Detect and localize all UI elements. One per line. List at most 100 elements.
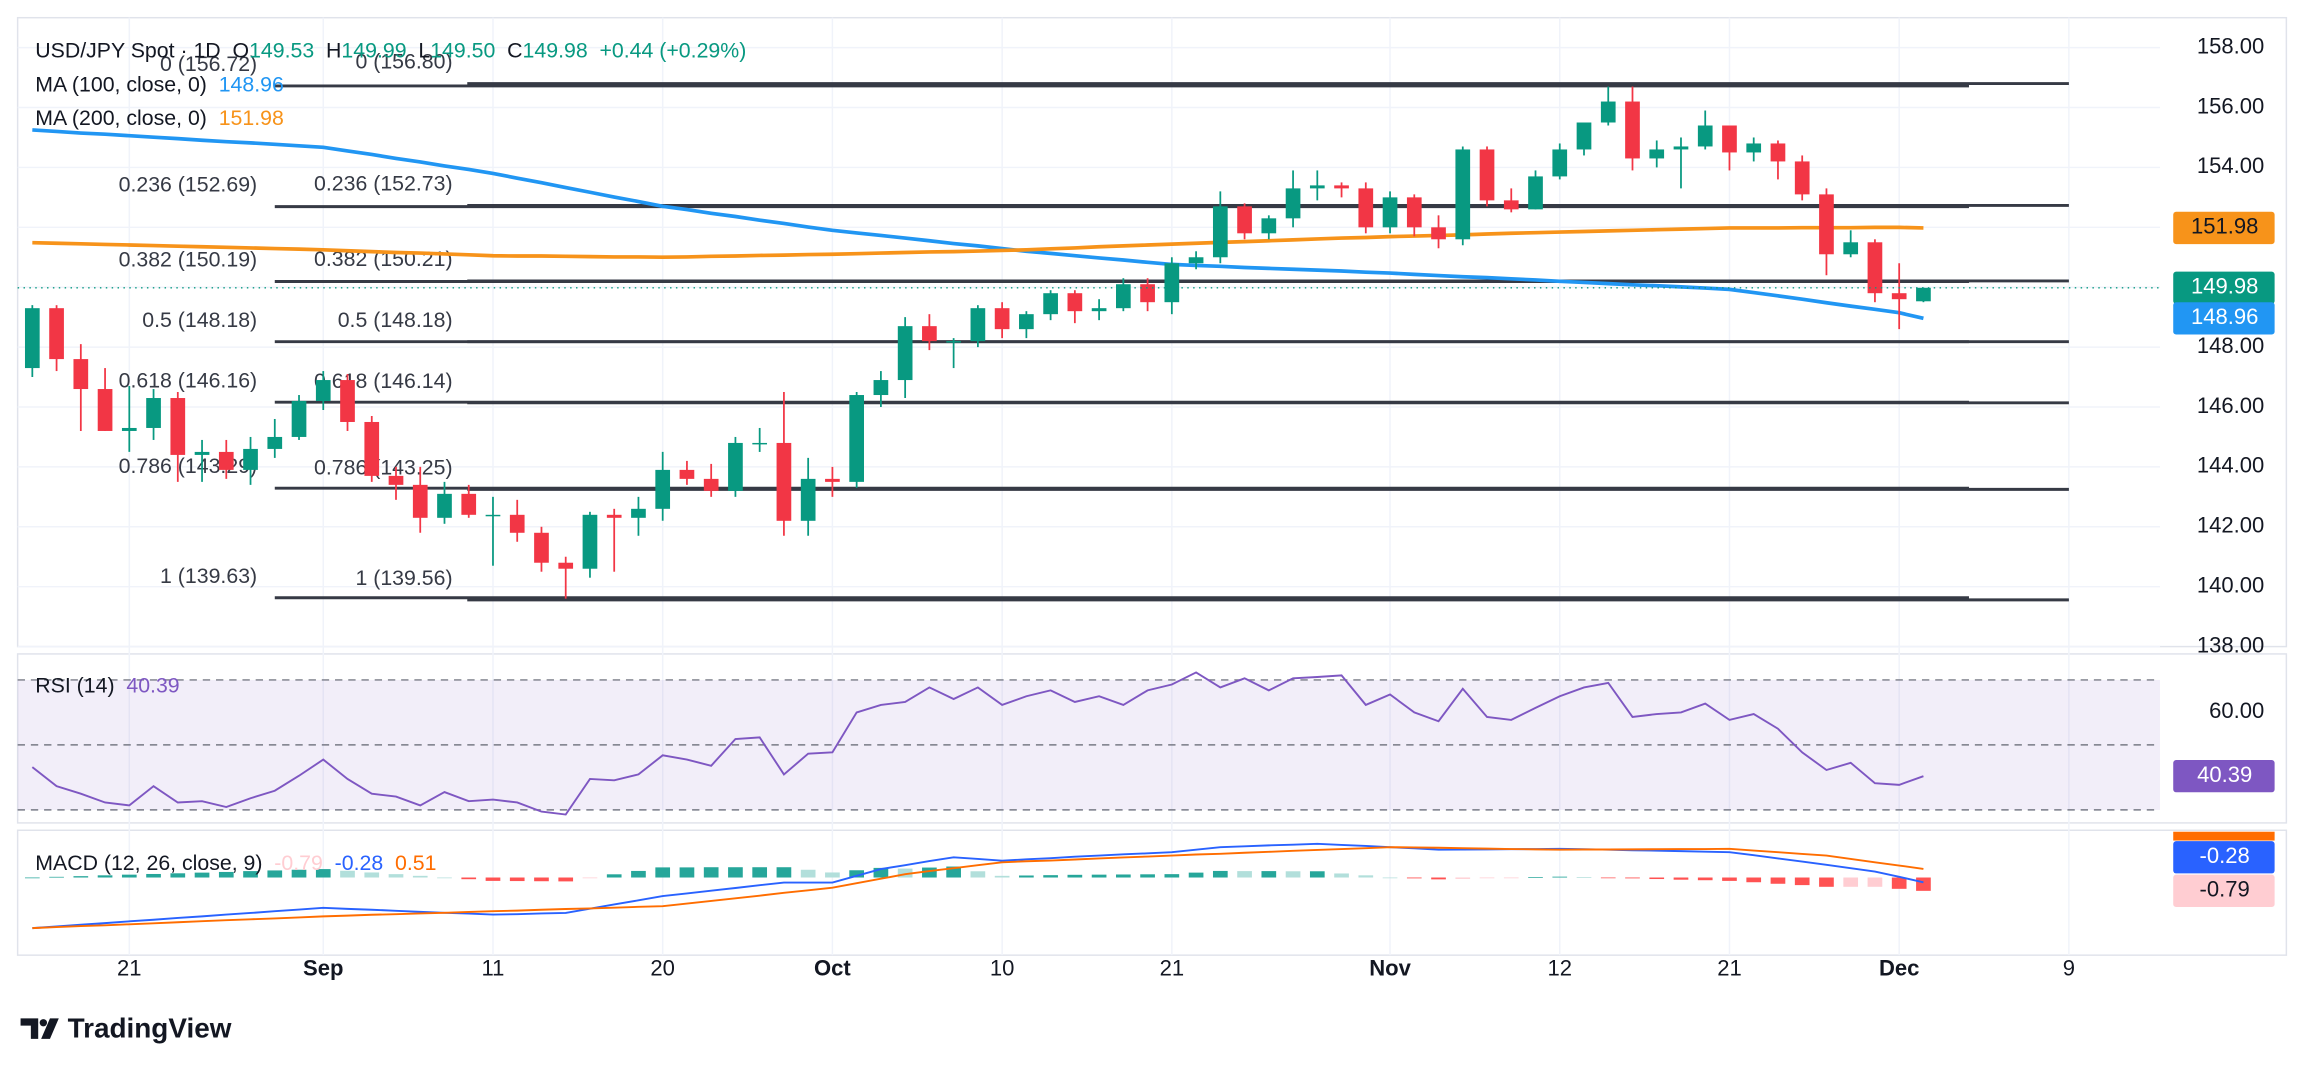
fib-label: 0.5 (148.18) (142, 308, 257, 332)
logo: TradingView (20, 1012, 232, 1043)
macd-name: MACD (12, 26, close, 9) (35, 851, 262, 875)
macd-histogram-bar (800, 869, 816, 878)
candle-body (1067, 293, 1083, 312)
macd-histogram-bar (946, 866, 961, 878)
y-tick-label: 144.00 (2197, 453, 2264, 478)
x-tick-label: 11 (482, 956, 505, 981)
macd-histogram-bar (1916, 877, 1931, 891)
candle-body (485, 514, 501, 517)
y-tick-label: 138.00 (2197, 632, 2264, 657)
candle-body (437, 493, 452, 518)
candle-body (1576, 122, 1592, 150)
candle-body (1285, 188, 1301, 219)
x-tick-label: 21 (1717, 956, 1742, 981)
candle-body (946, 341, 961, 343)
plot-layer: 21 Sep 11 20 Oct 10 21 Nov 12 21 Dec 9 138.00 140.00 1… (16, 16, 2288, 981)
macd-histogram-bar (412, 875, 428, 878)
y-tick-label: 142.00 (2197, 513, 2264, 538)
macd-histogram-bar (49, 876, 64, 878)
logo-icon (20, 1018, 59, 1039)
brand: TradingView (68, 1012, 232, 1043)
fib-label: 0.236 (152.73) (314, 172, 453, 196)
signal-line (32, 846, 1924, 930)
candle-body (1261, 218, 1277, 234)
candle-body (1794, 161, 1810, 195)
macd-histogram-bar (1576, 877, 1592, 878)
macd-histogram-bar (970, 871, 986, 878)
fib-label: 1 (139.56) (355, 566, 452, 590)
candle-body (1649, 149, 1665, 159)
macd-histogram-bar (315, 869, 331, 878)
macd-histogram-bar (461, 877, 477, 880)
candle-body (1673, 146, 1689, 150)
macd-histogram-bar (1382, 877, 1398, 879)
macd-histogram-bar (1164, 874, 1180, 878)
candle-body (679, 469, 695, 479)
y-tick-label: 154.00 (2197, 153, 2264, 178)
x-tick-label: Nov (1369, 956, 1411, 981)
candle-body (1819, 194, 1834, 255)
candle-body (994, 308, 1010, 330)
ma-value: 148.96 (219, 72, 284, 96)
price-badge (2173, 841, 2275, 874)
candle-body (1503, 200, 1519, 210)
fib-label: 0.786 (143.29) (119, 454, 258, 478)
macd-histogram-bar (994, 875, 1010, 878)
candle-body (364, 421, 380, 476)
macd-histogram-bar (825, 872, 840, 878)
macd-histogram-bar (655, 867, 671, 878)
macd-value: -0.28 (335, 851, 384, 875)
macd-histogram-bar (1503, 877, 1519, 879)
candle-body (606, 514, 622, 518)
macd-histogram-bar (364, 872, 380, 878)
macd-histogram-bar (340, 870, 355, 878)
macd-histogram-bar (1212, 870, 1228, 878)
macd-histogram-bar (776, 867, 792, 878)
y-tick-label: 148.00 (2197, 333, 2264, 358)
macd-histogram-bar (1819, 877, 1834, 887)
rsi-name: RSI (14) (35, 673, 114, 697)
candle-body (1455, 149, 1471, 240)
macd-histogram-bar (752, 867, 768, 878)
macd-histogram-bar (849, 870, 864, 878)
macd-histogram-bar (437, 877, 452, 879)
rsi-value: 40.39 (126, 673, 179, 697)
candle-body (1916, 287, 1931, 302)
candle-body (1697, 125, 1713, 147)
rsi-line (31, 671, 1924, 816)
candle-body (631, 508, 646, 518)
header-ma: MA (200, close, 0) 151.98 (35, 106, 284, 130)
candle-body (194, 451, 210, 455)
ma-value: 151.98 (219, 106, 284, 130)
ma-line (32, 128, 1924, 321)
hist-value: -0.79 (274, 851, 323, 875)
candle-body (1358, 188, 1374, 228)
candle-body (1140, 284, 1155, 303)
macd-histogram-bar (1746, 877, 1762, 883)
macd-histogram-bar (582, 877, 598, 879)
candle-body (1625, 101, 1640, 159)
logo-icon (39, 1019, 48, 1027)
macd-histogram-bar (170, 873, 186, 878)
candle-body (703, 478, 719, 491)
ohlc-label: H (326, 38, 341, 62)
candle-body (340, 380, 355, 422)
price-badge-label: 149.98 (2191, 274, 2258, 299)
rsi-tick-label: 60.00 (2209, 698, 2264, 723)
price-badge (2173, 211, 2275, 245)
fib-label: 0.382 (150.19) (119, 248, 258, 272)
candle-body (534, 532, 549, 563)
signal-value: 0.51 (395, 851, 436, 875)
pane-frame (16, 829, 2288, 956)
macd-histogram-bar (1358, 875, 1374, 878)
macd-histogram-bar (534, 877, 549, 882)
macd-histogram-bar (1891, 877, 1907, 889)
candle-body (243, 448, 258, 470)
candle-body (1552, 149, 1568, 177)
candle-body (728, 442, 743, 491)
fib-label: 0.618 (146.16) (119, 368, 258, 392)
macd-histogram-bar (1116, 874, 1131, 878)
macd-histogram-bar (1043, 875, 1058, 878)
